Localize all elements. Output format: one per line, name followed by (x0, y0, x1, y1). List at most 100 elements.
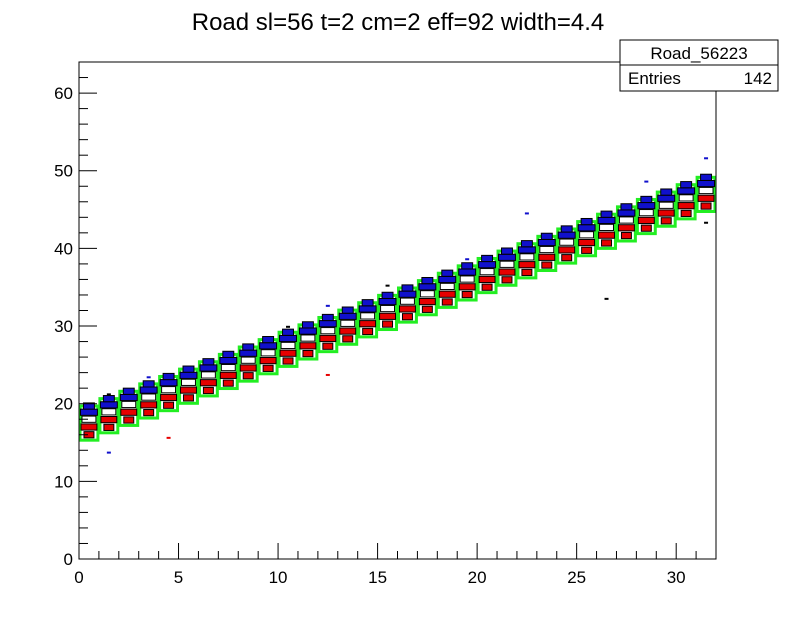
histogram-cell (302, 349, 314, 358)
scatter-point (524, 212, 529, 215)
histogram-cell (123, 416, 135, 424)
histogram-cell (361, 299, 374, 307)
y-tick-label: 60 (54, 84, 73, 103)
histogram-cell (581, 246, 593, 254)
histogram-cell (340, 319, 356, 327)
histogram-cell (481, 254, 494, 263)
scatter-point (704, 221, 709, 224)
histogram-cell (219, 356, 238, 365)
histogram-cell (658, 201, 674, 209)
histogram-cell (199, 364, 218, 372)
histogram-cell (418, 297, 436, 306)
histogram-cell (697, 194, 715, 202)
histogram-cell (141, 393, 157, 401)
histogram-cell (398, 290, 417, 298)
histogram-cell (561, 254, 573, 262)
histogram-cell (259, 356, 277, 365)
histogram-cell (461, 290, 473, 299)
histogram-cell (459, 275, 475, 283)
x-tick-label: 10 (269, 568, 288, 587)
histogram-cell (519, 253, 535, 261)
histogram-cell (360, 312, 376, 320)
histogram-cell (698, 186, 714, 195)
histogram-cell (657, 209, 675, 217)
histogram-cell (179, 371, 198, 379)
histogram-cell (478, 261, 497, 269)
histogram-cell (677, 202, 695, 210)
histogram-cell (401, 284, 414, 292)
histogram-cell (140, 401, 158, 409)
histogram-cell (458, 268, 477, 276)
histogram-cell (219, 371, 237, 379)
histogram-cell (557, 231, 576, 239)
histogram-cell (501, 276, 513, 284)
histogram-cell (242, 343, 255, 351)
scatter-point (166, 436, 171, 439)
histogram-cell (298, 327, 317, 335)
histogram-cell (299, 342, 317, 350)
histogram-cell (240, 356, 256, 364)
stats-entries-value: 142 (744, 69, 772, 88)
histogram-cell (202, 386, 214, 395)
histogram-cell (180, 386, 197, 394)
histogram-cell (680, 181, 693, 189)
histogram-cell (559, 238, 575, 246)
histogram-cell (401, 313, 413, 321)
histogram-cell (142, 380, 155, 388)
histogram-cell (362, 327, 374, 336)
histogram-cell (657, 194, 676, 202)
histogram-cell (617, 224, 635, 232)
scatter-point (106, 393, 111, 396)
histogram-cell (80, 423, 98, 431)
histogram-cell (597, 216, 616, 225)
histogram-cell (521, 268, 533, 277)
histogram-cell (700, 202, 712, 210)
histogram-cell (538, 253, 556, 261)
histogram-cell (421, 305, 433, 313)
y-tick-label: 40 (54, 239, 73, 258)
histogram-cell (239, 364, 257, 372)
histogram-cell (539, 245, 555, 254)
histogram-cell (419, 290, 435, 298)
road-boxes (78, 175, 717, 442)
histogram-cell (600, 210, 613, 218)
histogram-cell (199, 379, 217, 387)
histogram-cell (121, 400, 137, 409)
histogram-cell (438, 275, 457, 284)
histogram-cell (520, 240, 533, 248)
histogram-cell (618, 216, 634, 224)
histogram-cell (558, 246, 576, 254)
scatter-point (325, 304, 330, 307)
histogram-cell (517, 246, 536, 254)
histogram-cell (262, 336, 275, 344)
y-tick-label: 30 (54, 317, 73, 336)
histogram-cell (580, 217, 593, 226)
histogram-cell (560, 225, 573, 233)
histogram-cell (501, 247, 513, 255)
histogram-cell (601, 239, 612, 247)
histogram-cell (660, 217, 672, 225)
histogram-cell (321, 313, 334, 322)
histogram-cell (259, 342, 278, 350)
histogram-cell (279, 334, 297, 343)
histogram-cell (598, 231, 615, 239)
histogram-cell (339, 327, 357, 335)
histogram-cell (438, 290, 456, 298)
histogram-cells (79, 173, 716, 439)
histogram-cell (322, 342, 334, 350)
histogram-cell (541, 261, 553, 269)
scatter-point (106, 451, 111, 454)
histogram-cell (119, 393, 138, 402)
histogram-cell (319, 334, 337, 343)
histogram-cell (697, 179, 716, 188)
scatter-point (286, 325, 291, 328)
histogram-cell (120, 408, 138, 416)
histogram-cell (163, 401, 175, 409)
histogram-cell (358, 305, 377, 313)
histogram-cell (518, 261, 536, 269)
histogram-cell (637, 202, 656, 210)
histogram-cell (103, 423, 115, 431)
histogram-cell (239, 349, 258, 357)
histogram-cell (439, 282, 455, 291)
y-tick-label: 20 (54, 395, 73, 414)
